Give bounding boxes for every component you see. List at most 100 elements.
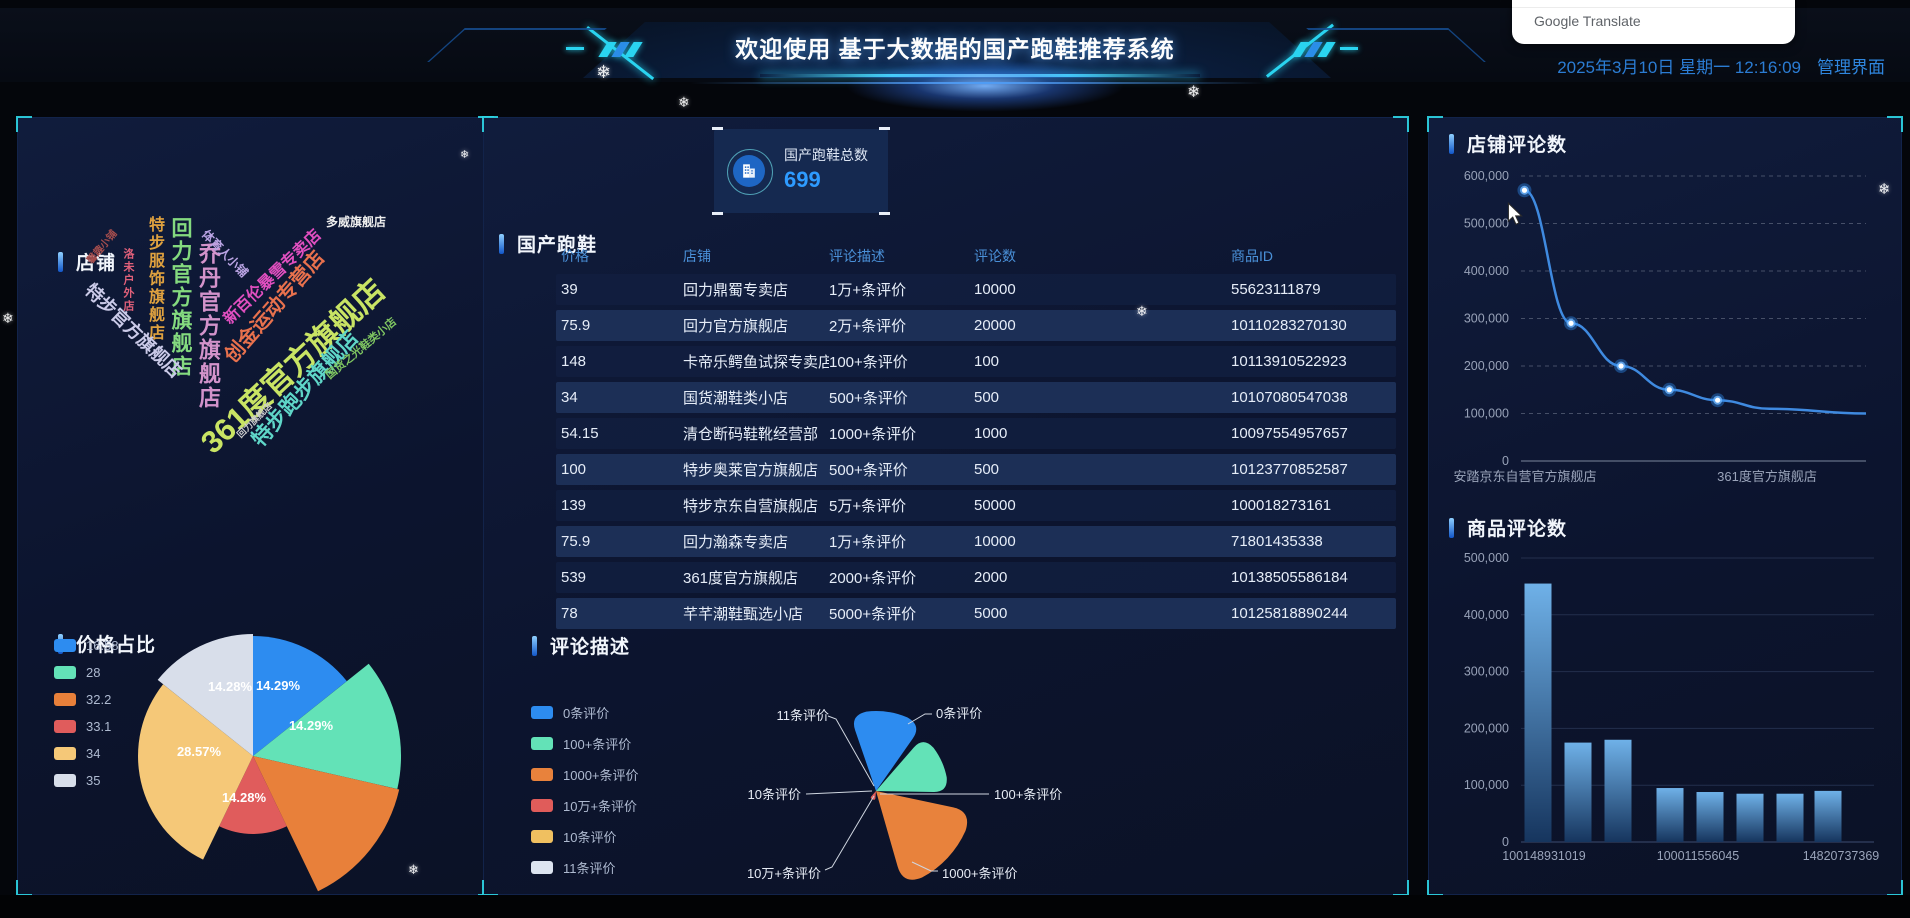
svg-text:100148931019: 100148931019 xyxy=(1502,849,1585,863)
table-cell: 10097554957657 xyxy=(1231,425,1348,442)
shop-panel: 店铺 特步服饰旗舰店 回力官方旗舰店 乔丹官方旗舰店 洛未户外店 馨趣小铺 体育人小铺 新百… xyxy=(16,116,494,896)
mouse-cursor-icon xyxy=(1504,201,1526,231)
table-cell: 5万+条评价 xyxy=(829,498,907,515)
legend-label: 34 xyxy=(86,746,101,761)
table-column-header: 店铺 xyxy=(683,248,711,264)
svg-text:1000+条评价: 1000+条评价 xyxy=(942,866,1018,881)
svg-text:14.28%: 14.28% xyxy=(222,790,267,805)
admin-link[interactable]: 管理界面 xyxy=(1817,58,1885,77)
corner-bracket-icon xyxy=(1393,116,1409,132)
table-cell: 10123770852587 xyxy=(1231,461,1348,478)
legend-item[interactable]: 10万+条评价 xyxy=(531,796,639,815)
snowflake-icon: ❄ xyxy=(1136,303,1148,319)
snowflake-icon: ❄ xyxy=(596,62,612,82)
legend-swatch-icon xyxy=(54,666,76,679)
table-cell: 2000 xyxy=(974,569,1008,586)
table-row: 539 361度官方旗舰店 2000+条评价 2000 10138505586184 xyxy=(556,562,1396,593)
legend-label: 10万+条评价 xyxy=(563,799,638,814)
legend-swatch-icon xyxy=(54,747,76,760)
legend-swatch-icon xyxy=(531,861,553,874)
table-column-header: 价格 xyxy=(561,248,589,264)
corner-bracket-icon xyxy=(1427,880,1443,896)
table-row: 34 国货潮鞋类小店 500+条评价 500 10107080547038 xyxy=(556,382,1396,413)
table-column-header: 评论数 xyxy=(974,248,1016,264)
legend-item[interactable]: 0条评价 xyxy=(531,703,639,722)
table-cell: 回力鼎蜀专卖店 xyxy=(683,282,789,299)
table-cell: 10110283270130 xyxy=(1231,317,1347,334)
svg-text:100,000: 100,000 xyxy=(1464,778,1509,792)
corner-bracket-icon xyxy=(1887,880,1903,896)
svg-text:500,000: 500,000 xyxy=(1464,217,1509,231)
corner-bracket-icon xyxy=(1393,880,1409,896)
legend-item[interactable]: 28 xyxy=(54,665,119,680)
legend-item[interactable]: 32.2 xyxy=(54,692,119,707)
table-cell: 5000+条评价 xyxy=(829,606,917,623)
cyan-dash xyxy=(1340,47,1358,50)
product-comments-bar-chart: 500,000 400,000 300,000 200,000 100,000 01001… xyxy=(1464,551,1879,863)
svg-text:100,000: 100,000 xyxy=(1464,407,1509,421)
product-comments-title: 商品评论数 xyxy=(1449,514,1567,541)
svg-text:200,000: 200,000 xyxy=(1464,721,1509,735)
legend-item[interactable]: 33.1 xyxy=(54,719,119,734)
legend-item[interactable]: 100+条评价 xyxy=(531,734,639,753)
table-cell: 71801435338 xyxy=(1231,533,1323,550)
google-translate-widget[interactable]: Google Translate xyxy=(1512,0,1795,44)
table-cell: 10113910522923 xyxy=(1231,353,1347,370)
table-cell: 75.9 xyxy=(561,533,591,550)
table-cell: 361度官方旗舰店 xyxy=(683,570,799,587)
card-corner-dash xyxy=(712,127,723,130)
svg-text:400,000: 400,000 xyxy=(1464,608,1509,622)
shop-comments-title: 店铺评论数 xyxy=(1449,130,1567,157)
word-cloud-word: 特步服饰旗舰店 xyxy=(146,216,163,342)
svg-text:300,000: 300,000 xyxy=(1464,665,1509,679)
snowflake-icon: ❄ xyxy=(678,94,690,110)
table-cell: 1万+条评价 xyxy=(829,282,907,299)
legend-label: 28 xyxy=(86,665,101,680)
light-flare xyxy=(845,60,1125,112)
table-cell: 34 xyxy=(561,389,578,406)
legend-item[interactable]: 34 xyxy=(54,746,119,761)
corner-bracket-icon xyxy=(16,880,32,896)
legend-label: 0条评价 xyxy=(563,706,610,721)
legend-item[interactable]: 35 xyxy=(54,773,119,788)
table-row: 75.9 回力官方旗舰店 2万+条评价 20000 10110283270130 xyxy=(556,310,1396,341)
stat-label: 国产跑鞋总数 xyxy=(784,147,868,163)
table-cell: 5000 xyxy=(974,605,1008,622)
table-cell: 10125818890244 xyxy=(1231,605,1348,622)
legend-swatch-icon xyxy=(531,830,553,843)
table-cell: 芊芊潮鞋甄选小店 xyxy=(683,606,804,623)
cyan-dash xyxy=(566,47,584,50)
table-cell: 148 xyxy=(561,353,587,370)
title-bar-icon xyxy=(1449,517,1454,538)
legend-item[interactable]: 16.58 xyxy=(54,638,119,653)
table-cell: 500 xyxy=(974,389,1000,406)
table-cell: 500+条评价 xyxy=(829,462,908,479)
svg-text:600,000: 600,000 xyxy=(1464,169,1509,183)
legend-item[interactable]: 10条评价 xyxy=(531,827,639,846)
table-cell: 特步京东自营旗舰店 xyxy=(683,498,819,515)
snowflake-icon: ❄ xyxy=(408,862,419,877)
legend-swatch-icon xyxy=(54,774,76,787)
word-cloud-word: 多威旗舰店 xyxy=(326,215,387,229)
svg-text:500,000: 500,000 xyxy=(1464,551,1509,565)
word-cloud-word: 馨趣小铺 xyxy=(85,228,120,267)
legend-item[interactable]: 1000+条评价 xyxy=(531,765,639,784)
title-bar-icon xyxy=(58,251,63,272)
table-cell: 500+条评价 xyxy=(829,390,908,407)
table-cell: 500 xyxy=(974,461,1000,478)
table-row: 54.15 清仓断码鞋靴经营部 1000+条评价 1000 10097554957657 xyxy=(556,418,1396,449)
snowflake-icon: ❄ xyxy=(460,149,470,161)
light-flare-line xyxy=(690,82,1270,84)
word-cloud-word: 回力官方旗舰店 xyxy=(169,217,192,378)
legend-swatch-icon xyxy=(54,693,76,706)
legend-label: 100+条评价 xyxy=(563,737,632,752)
legend-label: 32.2 xyxy=(86,692,112,707)
snowflake-icon: ❄ xyxy=(2,310,14,326)
title-bar-icon xyxy=(1449,133,1454,154)
legend-label: 35 xyxy=(86,773,101,788)
word-cloud-word: 洛未户外店 xyxy=(122,248,134,313)
stats-panel: 店铺评论数 600,000 500,000 400,000 300,000 200,00… xyxy=(1427,116,1903,896)
table-cell: 78 xyxy=(561,605,578,622)
legend-item[interactable]: 11条评价 xyxy=(531,858,639,877)
